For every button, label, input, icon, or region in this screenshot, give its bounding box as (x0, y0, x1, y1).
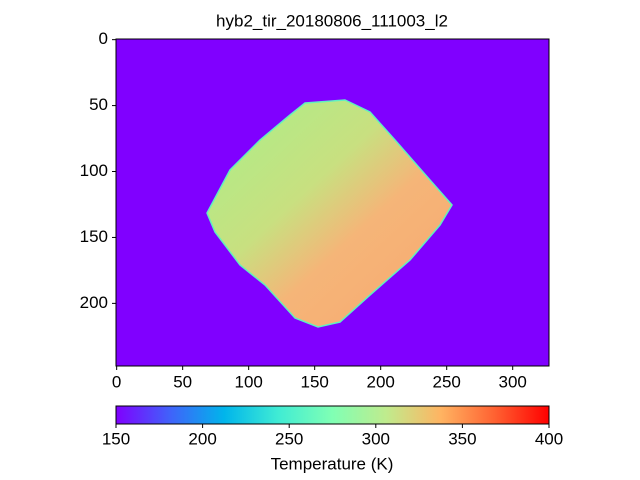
colorbar (115, 405, 550, 425)
y-tick-label: 150 (80, 227, 108, 246)
x-tick-label: 50 (173, 372, 192, 391)
x-tick-label: 0 (112, 372, 121, 391)
y-tick-label: 200 (80, 293, 108, 312)
colorbar-tick-label: 250 (275, 429, 303, 448)
y-tick-label: 100 (80, 161, 108, 180)
colorbar-tick-label: 300 (362, 429, 390, 448)
colorbar-tick-label: 400 (535, 429, 563, 448)
x-tick-label: 100 (234, 372, 262, 391)
colorbar-tick-label: 150 (102, 429, 130, 448)
colorbar-tick-label: 200 (188, 429, 216, 448)
colorbar-label: Temperature (K) (271, 454, 394, 473)
x-tick-label: 250 (433, 372, 461, 391)
colorbar-tick-label: 350 (448, 429, 476, 448)
asteroid-image (206, 99, 453, 328)
y-tick-label: 50 (89, 95, 108, 114)
x-tick-label: 200 (366, 372, 394, 391)
x-tick-label: 300 (499, 372, 527, 391)
x-tick-label: 150 (300, 372, 328, 391)
chart-title: hyb2_tir_20180806_111003_l2 (216, 11, 448, 30)
y-tick-label: 0 (99, 29, 108, 48)
